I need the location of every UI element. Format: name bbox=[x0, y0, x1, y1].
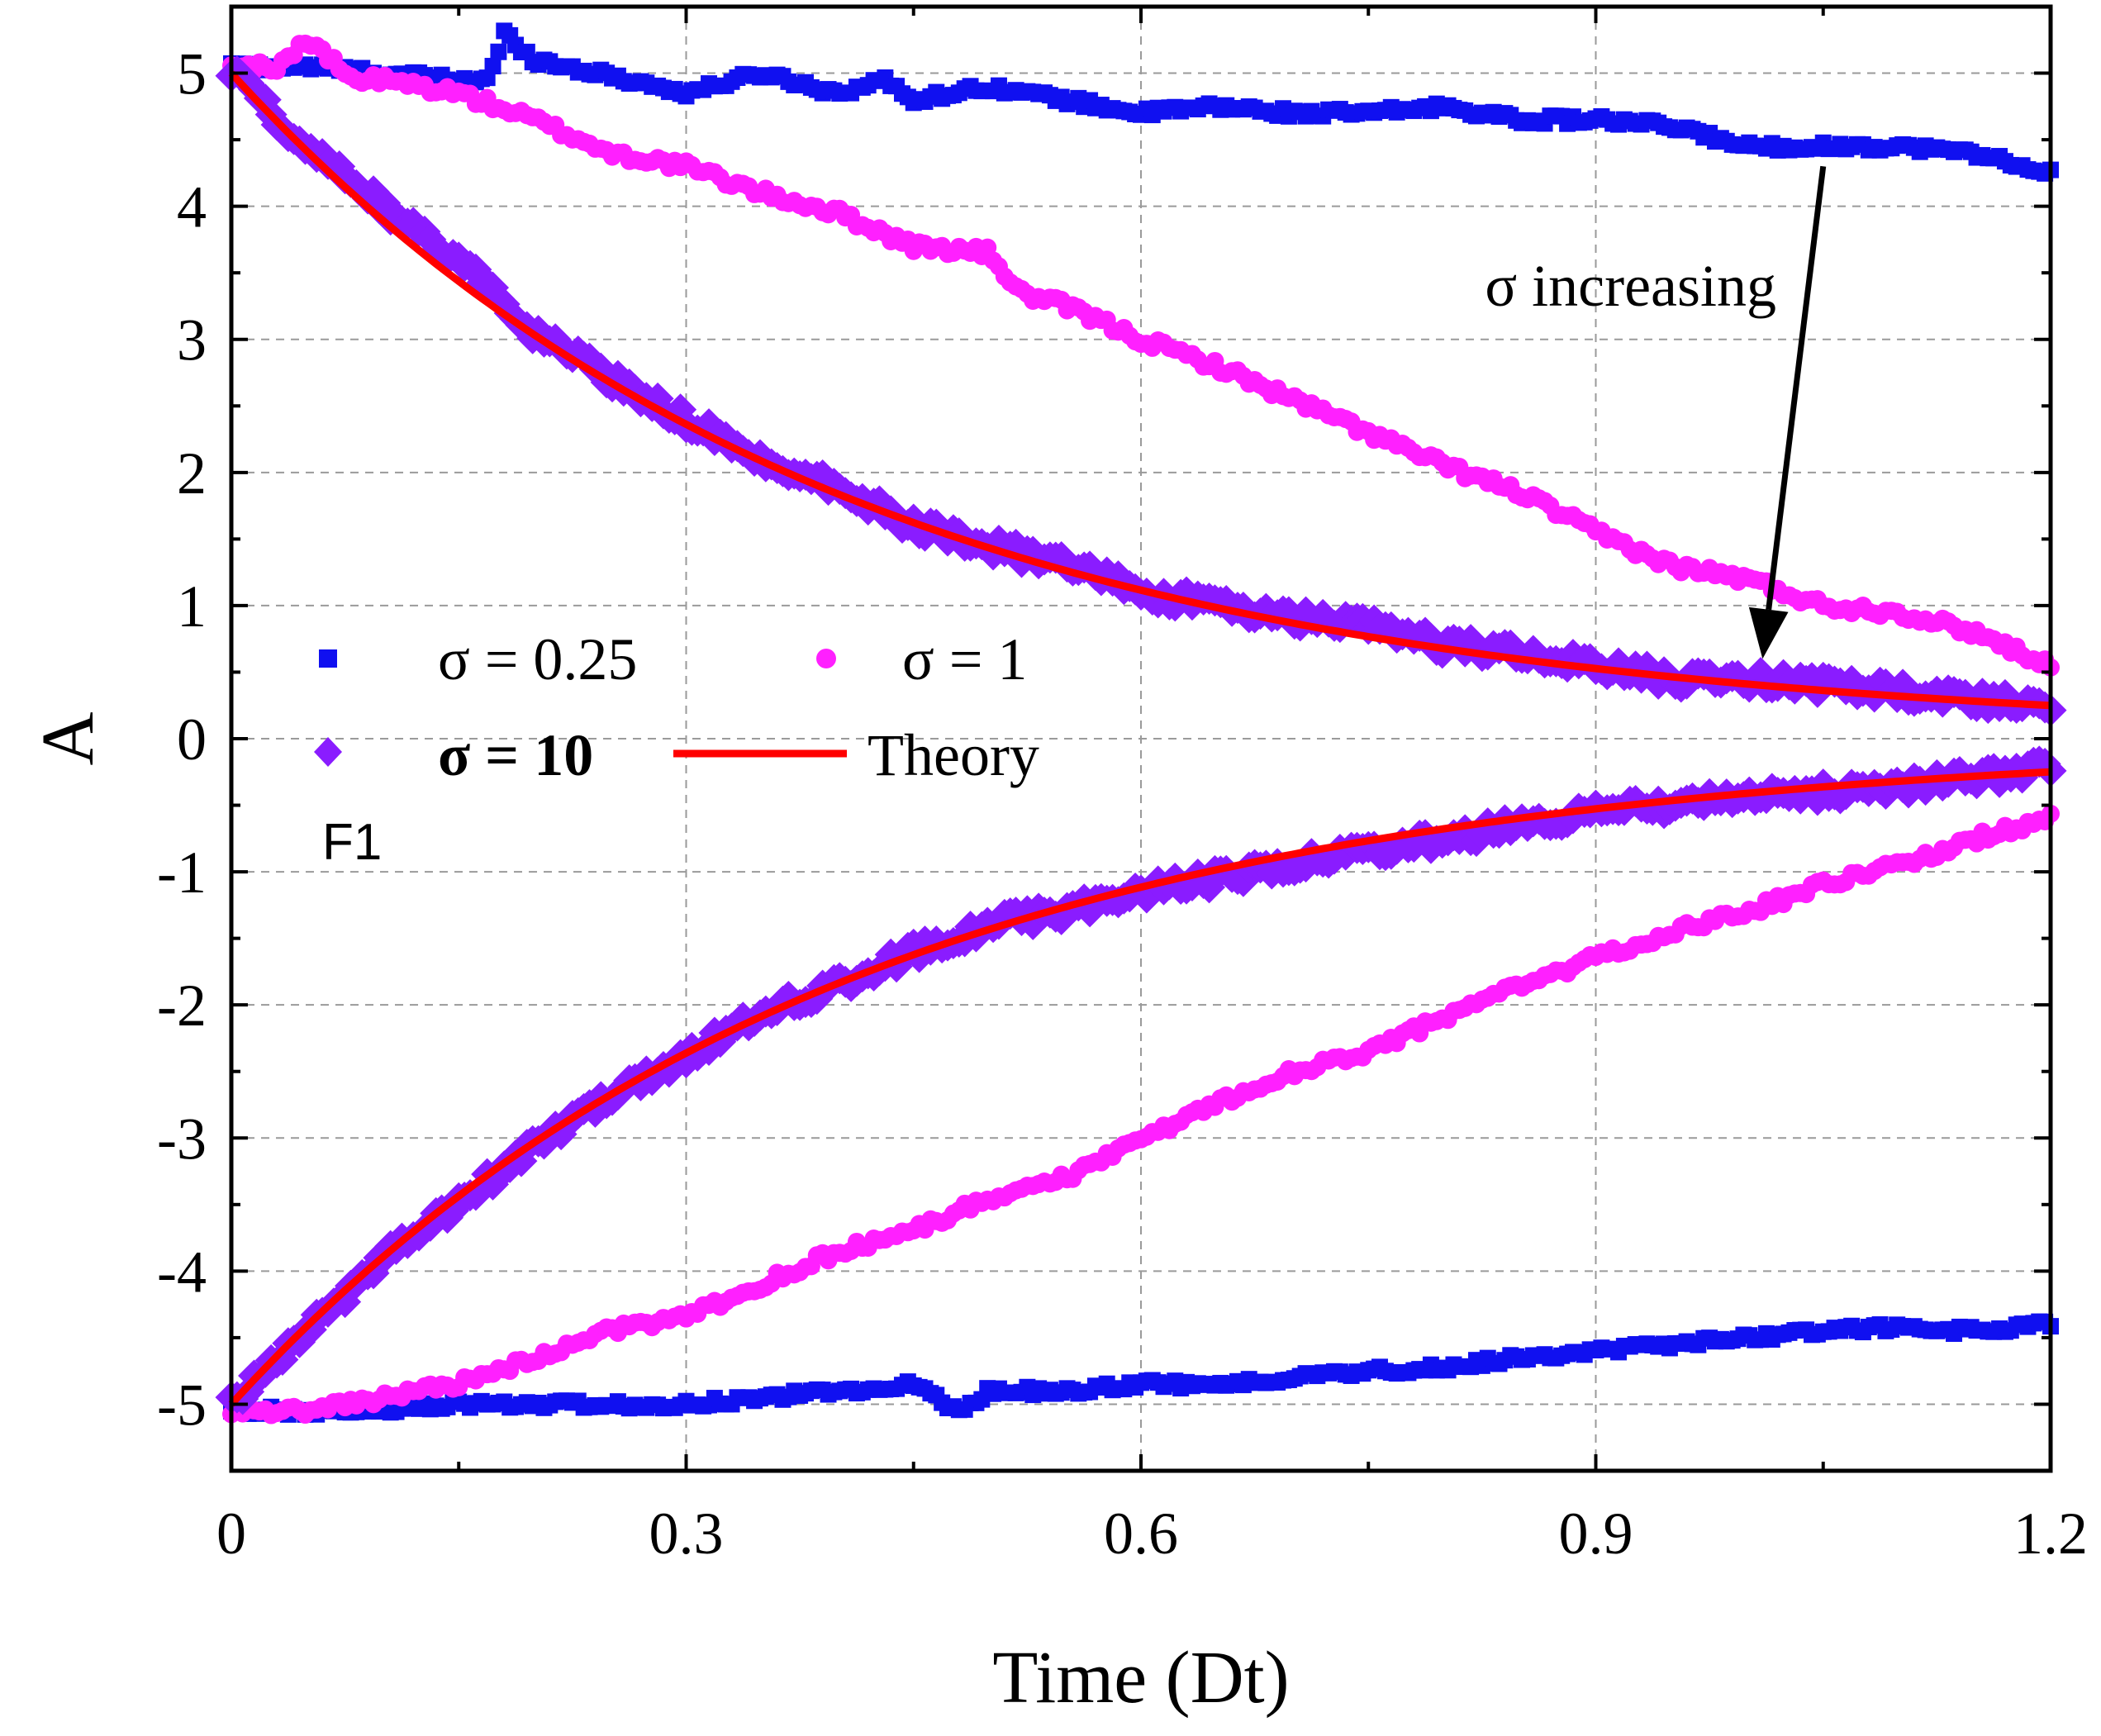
annotation: σ increasing bbox=[1485, 165, 1827, 659]
y-tick-label: -5 bbox=[157, 1372, 207, 1438]
x-tick-label: 0.6 bbox=[1104, 1501, 1178, 1567]
y-tick-label: -1 bbox=[157, 839, 207, 906]
data-point-square bbox=[484, 58, 501, 75]
legend-marker-circle bbox=[816, 649, 836, 668]
x-axis-title: Time (Dt) bbox=[992, 1637, 1289, 1719]
y-axis-title: A bbox=[27, 712, 109, 766]
y-tick-label: 4 bbox=[177, 174, 207, 240]
series-circle bbox=[222, 34, 2060, 1424]
y-tick-label: -3 bbox=[157, 1106, 207, 1172]
x-tick-label: 1.2 bbox=[2013, 1501, 2088, 1567]
series-theory bbox=[228, 70, 2051, 1407]
legend-item-theory: Theory bbox=[673, 722, 1039, 788]
annotation-text: σ increasing bbox=[1485, 253, 1776, 319]
theory-curve-lower bbox=[228, 768, 2051, 1407]
legend-item-sigma-1: σ = 1 bbox=[816, 626, 1027, 692]
x-tick-label: 0.9 bbox=[1559, 1501, 1633, 1567]
legend-label-sigma-0.25: σ = 0.25 bbox=[438, 626, 637, 692]
legend-item-sigma-10: σ = 10 bbox=[314, 722, 593, 788]
data-point-square bbox=[490, 43, 507, 60]
legend-label-sigma-1: σ = 1 bbox=[902, 626, 1027, 692]
theory-curve-upper bbox=[228, 70, 2051, 710]
legend: σ = 0.25 σ = 1 σ = 10 Theory bbox=[314, 626, 1039, 788]
x-tick-label: 0.3 bbox=[649, 1501, 724, 1567]
y-tick-label: 0 bbox=[177, 706, 207, 773]
plot-series bbox=[215, 22, 2067, 1424]
y-tick-label: 1 bbox=[177, 573, 207, 640]
y-tick-label: -4 bbox=[157, 1239, 207, 1305]
annotation-arrow-line bbox=[1766, 165, 1827, 611]
y-tick-label: 2 bbox=[177, 440, 207, 507]
legend-marker-square bbox=[319, 649, 337, 668]
axis-ticks bbox=[230, 7, 2052, 1471]
y-tick-label: 5 bbox=[177, 41, 207, 107]
x-tick-label: 0 bbox=[216, 1501, 246, 1567]
panel-label: F1 bbox=[322, 814, 382, 871]
legend-label-sigma-10: σ = 10 bbox=[438, 722, 593, 788]
annotation-arrow-head bbox=[1748, 606, 1789, 659]
y-tick-label: -2 bbox=[157, 973, 207, 1039]
legend-item-sigma-0.25: σ = 0.25 bbox=[319, 626, 637, 692]
y-tick-label: 3 bbox=[177, 307, 207, 373]
data-point-diamond bbox=[368, 187, 402, 220]
legend-marker-diamond bbox=[314, 737, 342, 767]
tick-labels: 0 0.3 0.6 0.9 1.2 -5 -4 -3 -2 -1 0 1 2 3 4 5 bbox=[157, 41, 2088, 1567]
legend-label-theory: Theory bbox=[867, 722, 1039, 788]
